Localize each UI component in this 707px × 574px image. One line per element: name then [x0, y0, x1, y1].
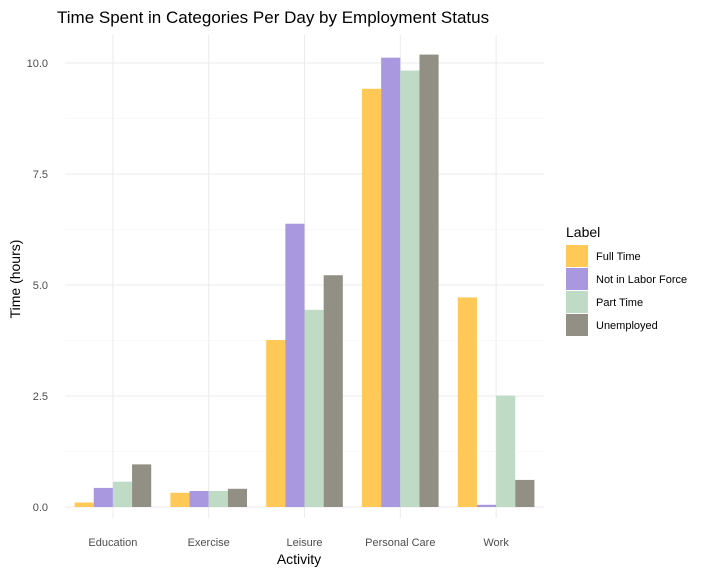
y-tick-label: 5.0 [33, 280, 48, 292]
bar [496, 395, 516, 507]
bar [266, 340, 286, 507]
y-tick-label: 0.0 [33, 502, 48, 514]
bar [476, 504, 497, 507]
chart-title: Time Spent in Categories Per Day by Empl… [57, 8, 489, 27]
legend-label: Unemployed [596, 320, 658, 332]
legend-key [566, 314, 588, 336]
bar [170, 492, 190, 507]
x-tick-label: Work [483, 537, 509, 549]
bars [74, 54, 535, 508]
bar [361, 88, 382, 507]
bar [457, 297, 477, 507]
legend-label: Not in Labor Force [596, 274, 687, 286]
legend-label: Full Time [596, 251, 641, 263]
y-tick-label: 10.0 [27, 58, 48, 70]
bar [400, 70, 420, 507]
x-tick-label: Personal Care [365, 537, 435, 549]
y-tick-label: 7.5 [33, 169, 48, 181]
bar [285, 223, 305, 507]
bar [208, 491, 228, 507]
bar [381, 57, 401, 508]
legend-key [566, 245, 588, 267]
bar [227, 488, 248, 507]
x-tick-label: Exercise [188, 537, 230, 549]
bar [74, 502, 94, 507]
bar [132, 464, 152, 507]
bar [515, 479, 535, 507]
legend-label: Part Time [596, 297, 643, 309]
y-axis-ticks: 0.0 2.5 5.0 7.5 10.0 [27, 58, 48, 514]
x-axis-ticks: Education Exercise Leisure Personal Care Wor… [88, 537, 509, 549]
legend: Label Full Time Not in Labor Force Part Ti… [566, 224, 687, 336]
legend-title: Label [566, 224, 600, 240]
bar [93, 487, 113, 507]
bar [304, 309, 324, 507]
bar [323, 275, 343, 507]
legend-key [566, 291, 588, 313]
y-axis-title: Time (hours) [7, 240, 23, 319]
bar [112, 481, 133, 507]
bar [189, 491, 209, 507]
x-tick-label: Leisure [286, 537, 322, 549]
bar [419, 54, 439, 508]
legend-key [566, 268, 588, 290]
x-tick-label: Education [88, 537, 137, 549]
x-axis-title: Activity [277, 551, 321, 567]
y-tick-label: 2.5 [33, 391, 48, 403]
